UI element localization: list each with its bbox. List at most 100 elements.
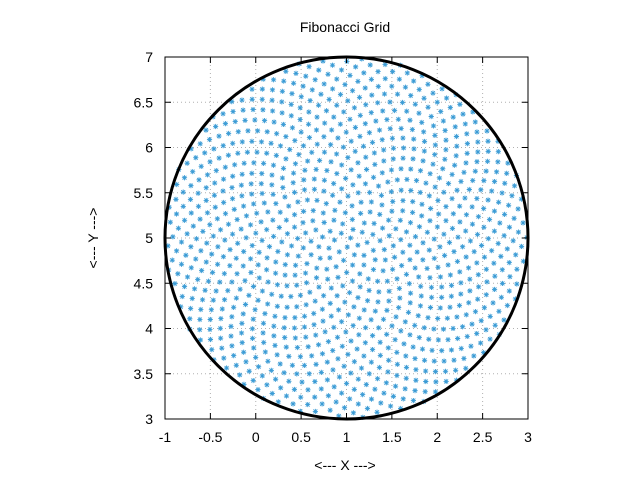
data-point bbox=[280, 165, 287, 171]
data-point bbox=[241, 381, 247, 387]
data-point bbox=[442, 156, 448, 162]
data-point bbox=[470, 177, 476, 184]
data-point bbox=[435, 315, 441, 322]
data-point bbox=[219, 345, 225, 351]
data-point bbox=[400, 396, 406, 402]
data-point bbox=[249, 326, 255, 332]
data-point bbox=[322, 329, 328, 335]
data-point bbox=[265, 279, 271, 285]
data-point bbox=[518, 196, 524, 202]
data-point bbox=[460, 111, 466, 117]
data-point bbox=[478, 318, 484, 324]
data-point bbox=[321, 188, 327, 194]
data-point bbox=[357, 112, 363, 119]
data-point bbox=[193, 155, 199, 161]
data-point bbox=[420, 240, 426, 246]
data-point bbox=[313, 332, 319, 338]
data-point bbox=[347, 116, 353, 122]
data-point bbox=[398, 237, 404, 243]
data-point bbox=[265, 209, 271, 215]
data-point bbox=[413, 367, 419, 373]
data-point bbox=[444, 315, 450, 321]
data-point bbox=[252, 307, 258, 313]
data-point bbox=[197, 337, 203, 343]
data-point bbox=[378, 400, 384, 406]
data-point bbox=[318, 91, 324, 97]
data-point bbox=[380, 316, 387, 322]
data-point bbox=[463, 228, 469, 234]
data-point bbox=[288, 101, 294, 108]
data-point bbox=[351, 304, 357, 310]
data-point bbox=[501, 211, 508, 217]
data-point bbox=[343, 380, 350, 387]
data-point bbox=[400, 155, 406, 161]
data-point bbox=[288, 113, 294, 119]
data-point bbox=[420, 257, 426, 263]
data-point bbox=[374, 409, 380, 415]
data-point bbox=[321, 177, 327, 183]
data-point bbox=[340, 257, 347, 263]
data-point bbox=[229, 314, 235, 320]
data-point bbox=[454, 258, 461, 265]
data-point bbox=[386, 217, 392, 223]
data-point bbox=[368, 110, 374, 116]
data-point bbox=[173, 211, 180, 217]
data-point bbox=[335, 307, 342, 313]
x-tick-label: 1.5 bbox=[382, 429, 402, 445]
data-point bbox=[294, 371, 300, 377]
data-point bbox=[279, 88, 285, 94]
data-point bbox=[451, 249, 457, 255]
data-point bbox=[220, 188, 226, 194]
data-point bbox=[292, 335, 298, 341]
data-point bbox=[483, 266, 489, 272]
data-point bbox=[360, 392, 366, 398]
data-point bbox=[375, 83, 381, 90]
data-point bbox=[173, 196, 179, 202]
data-point bbox=[288, 293, 294, 300]
data-point bbox=[262, 349, 268, 355]
data-point bbox=[403, 229, 410, 235]
data-point bbox=[371, 220, 377, 227]
data-point bbox=[303, 73, 309, 79]
data-point bbox=[419, 201, 425, 207]
data-point bbox=[400, 249, 406, 255]
data-point bbox=[358, 210, 364, 217]
data-point bbox=[481, 205, 487, 212]
data-point bbox=[374, 376, 381, 382]
data-point bbox=[324, 266, 330, 272]
data-point bbox=[328, 142, 334, 148]
data-point bbox=[339, 343, 345, 349]
data-point bbox=[440, 326, 447, 332]
data-point bbox=[450, 325, 456, 332]
data-point bbox=[228, 333, 234, 339]
data-point bbox=[439, 284, 445, 290]
data-point bbox=[204, 210, 211, 216]
data-point bbox=[449, 196, 455, 202]
data-point bbox=[495, 240, 501, 247]
data-point bbox=[375, 183, 382, 189]
data-point bbox=[439, 348, 445, 354]
data-point bbox=[347, 396, 353, 402]
data-point bbox=[437, 274, 444, 280]
data-point bbox=[458, 345, 464, 352]
data-point bbox=[357, 271, 363, 277]
data-point bbox=[350, 322, 356, 329]
data-point bbox=[381, 390, 387, 396]
data-point bbox=[361, 70, 367, 76]
data-point bbox=[278, 385, 284, 391]
data-point bbox=[407, 290, 414, 296]
data-point bbox=[272, 270, 279, 276]
data-point bbox=[321, 134, 327, 140]
data-point bbox=[204, 172, 211, 178]
data-point bbox=[325, 393, 331, 399]
data-point bbox=[431, 236, 437, 242]
data-point bbox=[472, 119, 478, 125]
data-point bbox=[231, 304, 237, 310]
data-point bbox=[491, 228, 498, 234]
data-point bbox=[336, 249, 342, 255]
data-point bbox=[353, 64, 359, 70]
data-point bbox=[341, 109, 347, 115]
data-point bbox=[464, 131, 470, 137]
data-point bbox=[506, 224, 513, 230]
data-point bbox=[166, 204, 172, 210]
